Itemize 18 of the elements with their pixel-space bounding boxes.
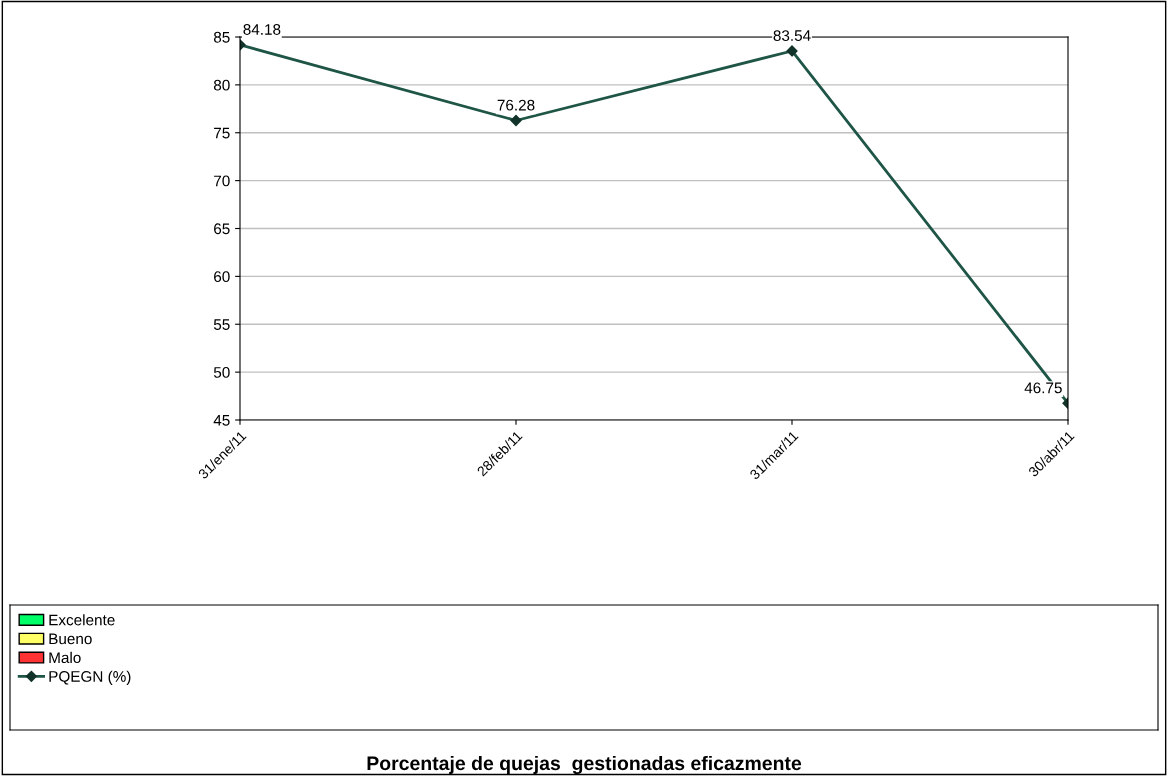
text: Porcentaje de quejas gestionadas eficazmente <box>367 755 802 775</box>
y-tick-label: 50 <box>213 366 230 378</box>
legend-label: PQEGN (%) <box>49 670 131 685</box>
y-tick-label: 80 <box>213 79 230 91</box>
y-tick-label: 70 <box>214 175 230 187</box>
y-tick-label: 75 <box>214 127 230 139</box>
y-tick-label: 55 <box>213 319 230 330</box>
y-tick-label: 45 <box>213 415 230 426</box>
data-label: 83.54 <box>773 30 811 42</box>
legend-label: Bueno <box>49 633 92 645</box>
data-label: 84.18 <box>243 24 281 35</box>
data-label: 46.75 <box>1024 382 1062 394</box>
legend-label: Excelente <box>49 614 115 626</box>
legend-label: Malo <box>49 651 81 664</box>
y-tick-label: 60 <box>214 271 230 283</box>
y-tick-label: 65 <box>214 223 230 235</box>
data-label: 76.28 <box>497 99 535 111</box>
y-tick-label: 85 <box>213 31 230 43</box>
